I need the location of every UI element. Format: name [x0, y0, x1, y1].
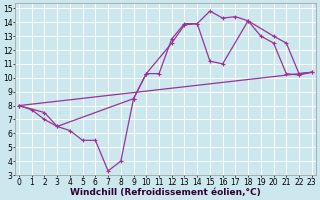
X-axis label: Windchill (Refroidissement éolien,°C): Windchill (Refroidissement éolien,°C) — [70, 188, 261, 197]
